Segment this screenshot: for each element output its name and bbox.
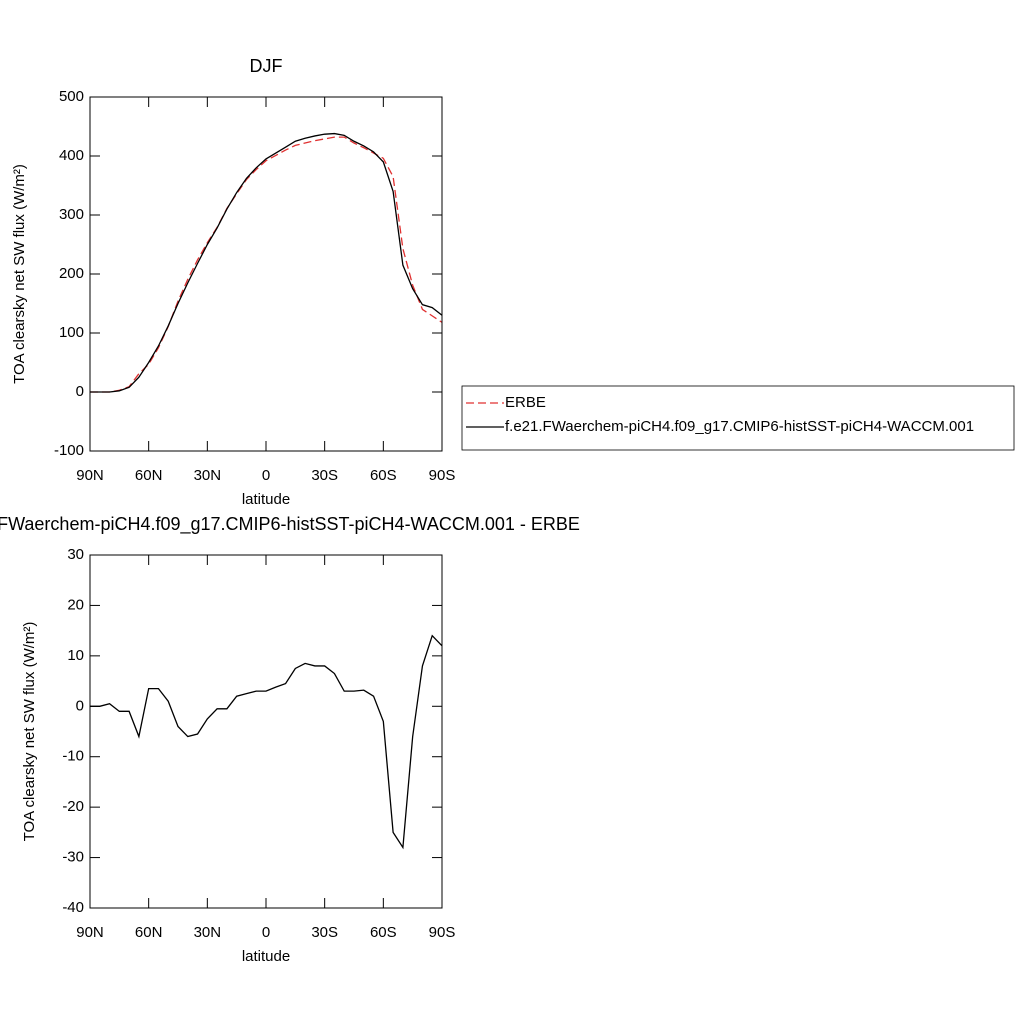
x-tick-label: 90S — [429, 924, 456, 941]
legend-box — [461, 385, 1015, 451]
y-tick-label: 100 — [59, 324, 84, 341]
chart-title: f.e21.FWaerchem-piCH4.f09_g17.CMIP6-hist… — [0, 514, 580, 535]
x-tick-label: 90N — [76, 924, 104, 941]
x-tick-label: 90N — [76, 467, 104, 484]
x-tick-label: 30N — [194, 924, 222, 941]
x-tick-label: 0 — [262, 924, 270, 941]
x-tick-label: 30S — [311, 467, 338, 484]
y-tick-label: -40 — [62, 899, 84, 916]
y-tick-label: 300 — [59, 206, 84, 223]
y-tick-label: -20 — [62, 798, 84, 815]
plot-frame — [89, 96, 443, 452]
y-tick-label: 400 — [59, 147, 84, 164]
x-tick-label: 0 — [262, 467, 270, 484]
y-tick-label: 0 — [76, 383, 84, 400]
y-axis-label: TOA clearsky net SW flux (W/m²) — [21, 622, 38, 842]
data-line — [90, 634, 443, 850]
x-tick-label: 90S — [429, 467, 456, 484]
x-tick-label: 60S — [370, 924, 397, 941]
x-axis-label: latitude — [242, 948, 290, 965]
x-tick-label: 60S — [370, 467, 397, 484]
legend-label: ERBE — [505, 394, 546, 411]
y-tick-label: 200 — [59, 265, 84, 282]
y-tick-label: -30 — [62, 849, 84, 866]
data-line — [90, 136, 443, 393]
x-tick-label: 60N — [135, 924, 163, 941]
y-tick-label: 10 — [67, 647, 84, 664]
y-tick-label: -10 — [62, 748, 84, 765]
plot-frame — [89, 554, 443, 909]
y-tick-label: 0 — [76, 697, 84, 714]
data-line — [90, 132, 443, 393]
x-tick-label: 30N — [194, 467, 222, 484]
chart-title: DJF — [250, 56, 283, 76]
legend-label: f.e21.FWaerchem-piCH4.f09_g17.CMIP6-hist… — [505, 418, 974, 435]
y-tick-label: 20 — [67, 596, 84, 613]
x-tick-label: 30S — [311, 924, 338, 941]
x-tick-label: 60N — [135, 467, 163, 484]
y-axis-label: TOA clearsky net SW flux (W/m²) — [11, 164, 28, 384]
y-tick-label: 500 — [59, 88, 84, 105]
x-axis-label: latitude — [242, 491, 290, 508]
y-tick-label: -100 — [54, 442, 84, 459]
y-tick-label: 30 — [67, 546, 84, 563]
